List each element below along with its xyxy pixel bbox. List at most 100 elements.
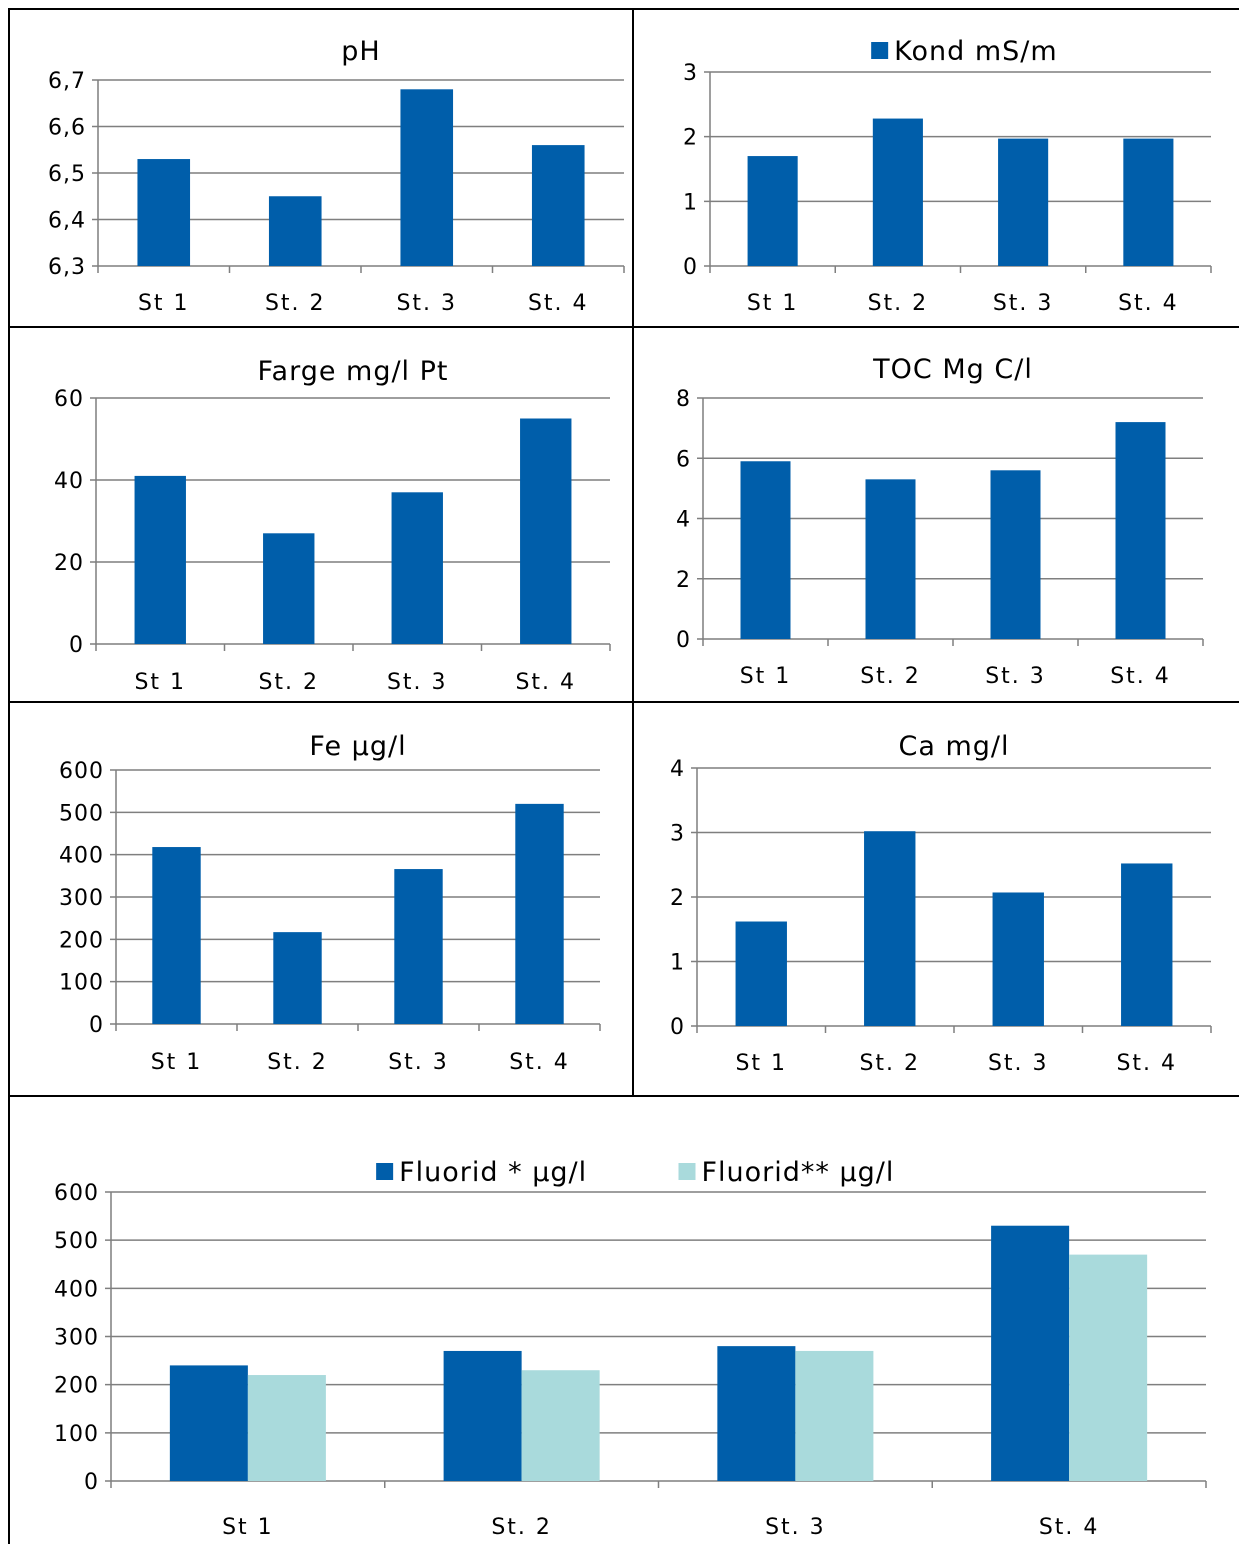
grid-divider-row2	[8, 701, 1239, 703]
y-tick-label: 0	[670, 1015, 685, 1040]
x-tick-label: St. 3	[388, 1050, 449, 1075]
y-tick-label: 100	[54, 1422, 99, 1447]
y-tick-label: 20	[54, 551, 84, 576]
x-tick-label: St. 4	[528, 291, 589, 316]
x-tick-label: St. 2	[859, 1051, 920, 1076]
y-tick-label: 200	[54, 1374, 99, 1399]
x-tick-label: St 1	[735, 1051, 787, 1076]
bar	[137, 159, 191, 266]
bar	[152, 847, 201, 1024]
y-tick-label: 3	[670, 822, 685, 847]
x-tick-label: St. 2	[265, 291, 326, 316]
bar	[394, 869, 443, 1024]
chart-title: Fe µg/l	[309, 731, 406, 762]
y-tick-label: 0	[69, 633, 84, 658]
bar	[1121, 863, 1173, 1026]
x-tick-label: St. 3	[988, 1051, 1049, 1076]
bar	[263, 533, 315, 644]
y-tick-label: 500	[59, 801, 104, 826]
bar	[520, 418, 572, 644]
y-tick-label: 100	[59, 971, 104, 996]
x-tick-label: St. 3	[396, 291, 457, 316]
chart-svg: 0 100 200 300 400 500 600 St 1 St. 2 St. 3 St. 4 Fl…	[54, 1157, 1207, 1540]
x-tick-label: St 1	[138, 291, 190, 316]
x-tick-label: St 1	[740, 664, 792, 689]
chart-title: TOC Mg C/l	[872, 354, 1033, 385]
bar-series-2	[795, 1350, 874, 1481]
bar	[273, 932, 322, 1024]
bar	[515, 803, 564, 1024]
chart-title: Farge mg/l Pt	[257, 356, 448, 387]
bar	[740, 461, 791, 639]
x-tick-label: St. 3	[985, 664, 1046, 689]
bar-series-1	[169, 1365, 248, 1481]
chart-svg: 0 20 40 60 St 1 St. 2 St. 3 St. 4 Farge mg/l Pt	[54, 356, 611, 695]
grid-divider-row1	[8, 326, 1239, 328]
legend-label: Fluorid** µg/l	[702, 1157, 895, 1188]
bar	[998, 138, 1049, 266]
legend-swatch	[678, 1163, 696, 1180]
chart-farge: 0 20 40 60 St 1 St. 2 St. 3 St. 4 Farge mg/l Pt	[10, 328, 632, 701]
bar	[865, 479, 916, 639]
y-tick-label: 4	[676, 508, 691, 533]
bar	[990, 470, 1041, 639]
y-tick-label: 400	[54, 1277, 99, 1302]
chart-ph: 6,3 6,4 6,5 6,6 6,7 St 1 St. 2 St. 3 St. 4 pH	[10, 10, 632, 326]
y-tick-label: 200	[59, 928, 104, 953]
x-tick-label: St. 4	[1110, 664, 1171, 689]
bar-series-2	[247, 1375, 326, 1481]
bar-series-2	[1069, 1254, 1148, 1481]
bar	[134, 475, 186, 644]
y-tick-label: 6,3	[48, 255, 86, 280]
y-tick-label: 60	[54, 387, 84, 412]
y-tick-label: 300	[59, 886, 104, 911]
y-tick-label: 4	[670, 757, 685, 782]
y-tick-label: 600	[54, 1181, 99, 1206]
y-tick-label: 40	[54, 469, 84, 494]
y-tick-label: 0	[89, 1013, 104, 1038]
x-tick-label: St. 4	[509, 1050, 570, 1075]
y-tick-label: 6,5	[48, 162, 86, 187]
bar-series-1	[991, 1225, 1070, 1481]
x-tick-label: St. 3	[387, 670, 448, 695]
x-tick-label: St. 4	[515, 670, 576, 695]
x-tick-label: St 1	[134, 670, 186, 695]
x-tick-label: St. 4	[1039, 1515, 1100, 1540]
bar	[400, 89, 454, 266]
chart-svg: 6,3 6,4 6,5 6,6 6,7 St 1 St. 2 St. 3 St. 4 pH	[48, 36, 625, 316]
y-tick-label: 600	[59, 759, 104, 784]
x-tick-label: St 1	[747, 291, 799, 316]
y-tick-label: 1	[683, 190, 698, 215]
x-tick-label: St 1	[151, 1050, 203, 1075]
y-tick-label: 6,4	[48, 209, 86, 234]
bar-series-1	[717, 1346, 796, 1481]
bar	[268, 196, 322, 266]
y-tick-label: 0	[676, 628, 691, 653]
bar	[1123, 138, 1174, 266]
y-tick-label: 6,6	[48, 116, 86, 141]
x-tick-label: St. 3	[765, 1515, 826, 1540]
y-tick-label: 1	[670, 951, 685, 976]
x-tick-label: St. 4	[1116, 1051, 1177, 1076]
chart-svg: 0 1 2 3 St 1 St. 2 St. 3 St. 4 Kond mS/m	[683, 36, 1212, 316]
bar	[864, 831, 916, 1026]
y-tick-label: 8	[676, 387, 691, 412]
y-tick-label: 300	[54, 1326, 99, 1351]
y-tick-label: 500	[54, 1229, 99, 1254]
chart-toc: 0 2 4 6 8 St 1 St. 2 St. 3 St. 4 TOC Mg C/l	[634, 328, 1239, 701]
chart-title: Ca mg/l	[898, 731, 1009, 762]
bar-series-1	[443, 1350, 522, 1481]
y-tick-label: 3	[683, 61, 698, 86]
legend-swatch	[871, 42, 889, 59]
bar	[992, 892, 1044, 1026]
grid-divider-row3	[8, 1095, 1239, 1097]
x-tick-label: St. 2	[491, 1515, 552, 1540]
x-tick-label: St. 4	[1118, 291, 1179, 316]
bar	[735, 921, 787, 1026]
x-tick-label: St 1	[222, 1515, 274, 1540]
x-tick-label: St. 2	[267, 1050, 328, 1075]
chart-kond: 0 1 2 3 St 1 St. 2 St. 3 St. 4 Kond mS/m	[634, 10, 1239, 326]
x-tick-label: St. 3	[993, 291, 1054, 316]
x-tick-label: St. 2	[860, 664, 921, 689]
